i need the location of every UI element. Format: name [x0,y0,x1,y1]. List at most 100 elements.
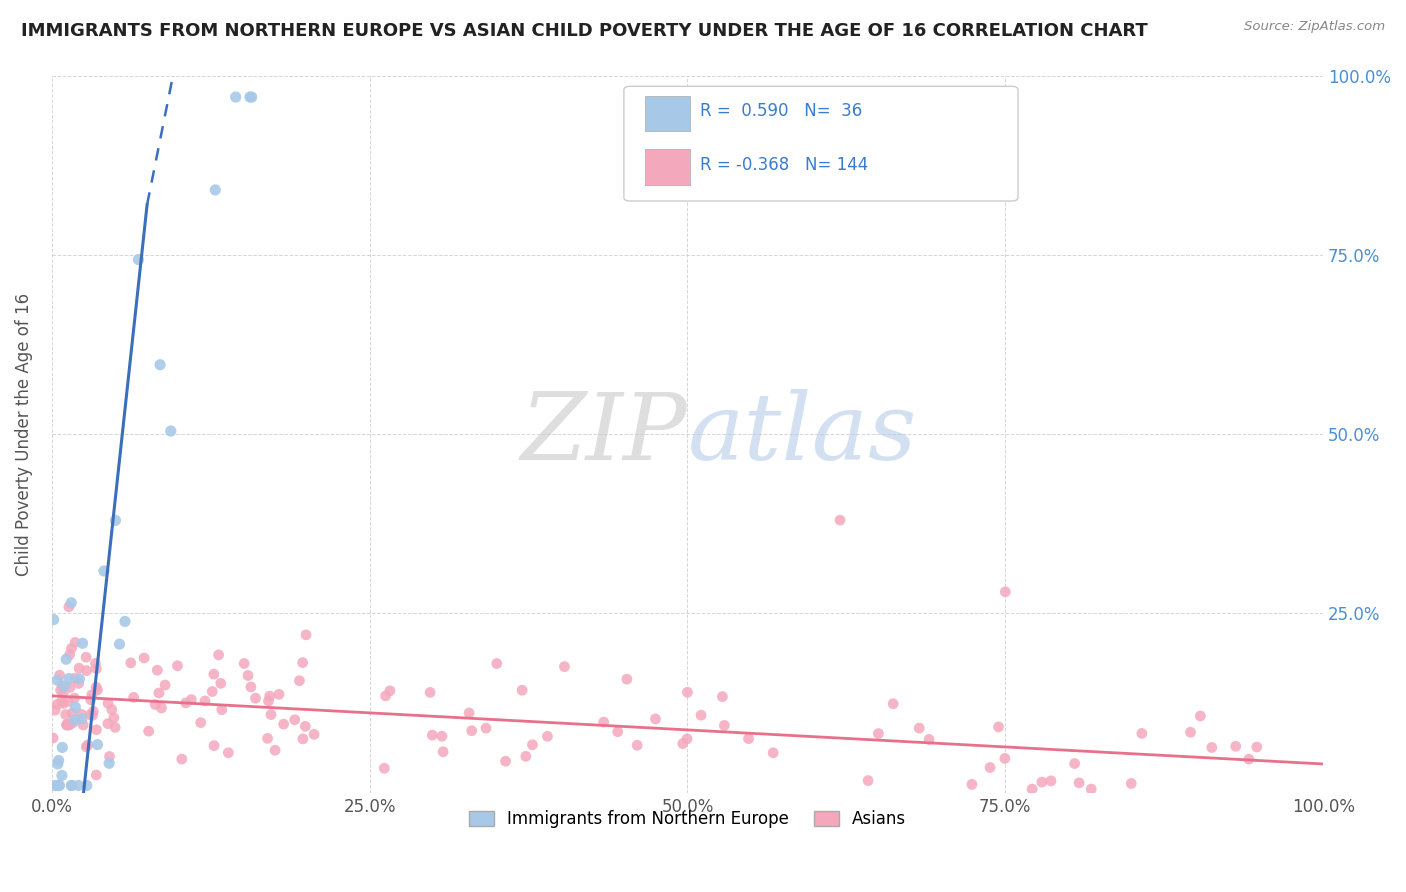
Point [76,738,98,752]
Point [46,698,69,712]
Text: IMMIGRANTS FROM NORTHERN EUROPE VS ASIAN CHILD POVERTY UNDER THE AGE OF 16 CORRE: IMMIGRANTS FROM NORTHERN EUROPE VS ASIAN… [21,22,1147,40]
Point [69,672,91,686]
Point [51,679,73,693]
Point [48,668,70,682]
Text: Source: ZipAtlas.com: Source: ZipAtlas.com [1244,20,1385,33]
Point [84,768,107,782]
Point [190,715,212,730]
Point [994,585,1017,599]
Point [264,743,287,757]
Point [82,705,104,719]
Point [42,731,65,745]
Point [67,676,90,690]
Point [856,773,879,788]
Point [626,739,648,753]
Point [256,731,278,746]
Point [75,739,97,754]
Point [1189,709,1212,723]
Point [60,641,83,656]
Point [960,777,983,791]
Point [485,657,508,671]
Point [291,656,314,670]
Point [86,723,108,737]
Point [149,358,172,372]
Point [60,596,83,610]
Point [148,686,170,700]
Point [59,648,82,662]
Point [51,768,73,782]
Point [67,779,90,793]
Point [67,661,90,675]
Point [55,718,77,732]
Point [59,717,82,731]
Point [1121,776,1143,790]
Point [1021,782,1043,797]
Y-axis label: Child Poverty Under the Age of 16: Child Poverty Under the Age of 16 [15,293,32,575]
Point [44,703,66,717]
Point [713,718,735,732]
Point [100,702,122,716]
Point [60,779,83,793]
Point [86,738,108,752]
Point [58,718,80,732]
Point [288,673,311,688]
Point [259,689,281,703]
Point [202,667,225,681]
Point [378,683,401,698]
Point [236,668,259,682]
Point [432,745,454,759]
Point [48,779,70,793]
Point [291,731,314,746]
Point [475,721,498,735]
Point [46,673,69,688]
Point [97,696,120,710]
Point [80,688,103,702]
Point [882,697,904,711]
Point [103,711,125,725]
Point [373,761,395,775]
Point [209,676,232,690]
Point [515,749,537,764]
Point [239,90,262,104]
Point [52,697,75,711]
Point [63,713,86,727]
Point [245,691,267,706]
Point [120,656,142,670]
Point [108,637,131,651]
Point [42,613,65,627]
Point [419,685,441,699]
Point [644,712,666,726]
Point [46,779,69,793]
Point [207,648,229,662]
Point [1063,756,1085,771]
Point [60,706,83,721]
Point [979,760,1001,774]
Point [201,684,224,698]
Point [295,628,318,642]
Point [676,731,699,746]
Point [225,90,247,104]
Point [84,680,107,694]
Point [159,424,181,438]
Point [86,682,108,697]
Point [166,658,188,673]
Point [58,599,80,614]
Point [174,696,197,710]
Point [239,680,262,694]
Point [52,687,75,701]
Point [711,690,734,704]
Point [153,678,176,692]
FancyBboxPatch shape [645,149,690,186]
Point [204,183,226,197]
Point [284,713,307,727]
Point [267,687,290,701]
Point [104,513,127,527]
Text: ZIP: ZIP [520,389,688,479]
Point [257,694,280,708]
Point [233,657,256,671]
Point [762,746,785,760]
Point [72,636,94,650]
Point [676,685,699,699]
Point [1180,725,1202,739]
Point [302,727,325,741]
